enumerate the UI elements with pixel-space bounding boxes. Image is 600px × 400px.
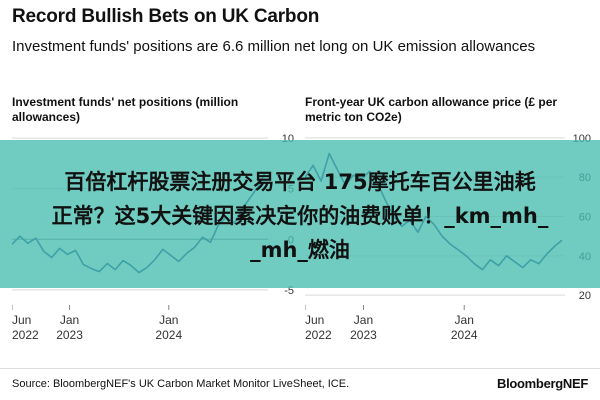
x-tick-label-year: 2024 [451,328,478,342]
y-tick-label: -5 [284,285,294,297]
panel-title-carbon-price: Front-year UK carbon allowance price (£ … [305,95,558,124]
x-tick-label-year: 2022 [12,328,39,342]
x-tick-label-month: Jun [12,313,31,327]
chart-subtitle: Investment funds' positions are 6.6 mill… [12,38,536,55]
x-tick-label-year: 2024 [155,328,182,342]
watermark-overlay-banner [0,140,600,288]
x-tick-label-month: Jan [159,313,178,327]
chart-title: Record Bullish Bets on UK Carbon [12,6,320,27]
footer-divider [0,368,600,369]
overlay-text-line-3: _mh_燃油 [250,238,350,262]
x-tick-label-year: 2023 [56,328,83,342]
x-tick-label-month: Jan [455,313,474,327]
y-tick-label: 20 [579,290,591,302]
x-tick-label-month: Jun [305,313,324,327]
x-tick-label-year: 2022 [305,328,332,342]
brand-logo-text: BloombergNEF [496,376,588,391]
overlay-text-line-2: 正常？这5大关键因素决定你的油费账单！_km_mh_ [51,204,549,228]
x-tick-label-year: 2023 [350,328,377,342]
source-note: Source: BloombergNEF's UK Carbon Market … [12,378,350,390]
x-tick-label-month: Jan [60,313,79,327]
panel-title-net-positions: Investment funds' net positions (million… [12,95,239,124]
x-tick-label-month: Jan [354,313,373,327]
overlay-text-line-1: 百倍杠杆股票注册交易平台 175摩托车百公里油耗 [64,170,536,194]
